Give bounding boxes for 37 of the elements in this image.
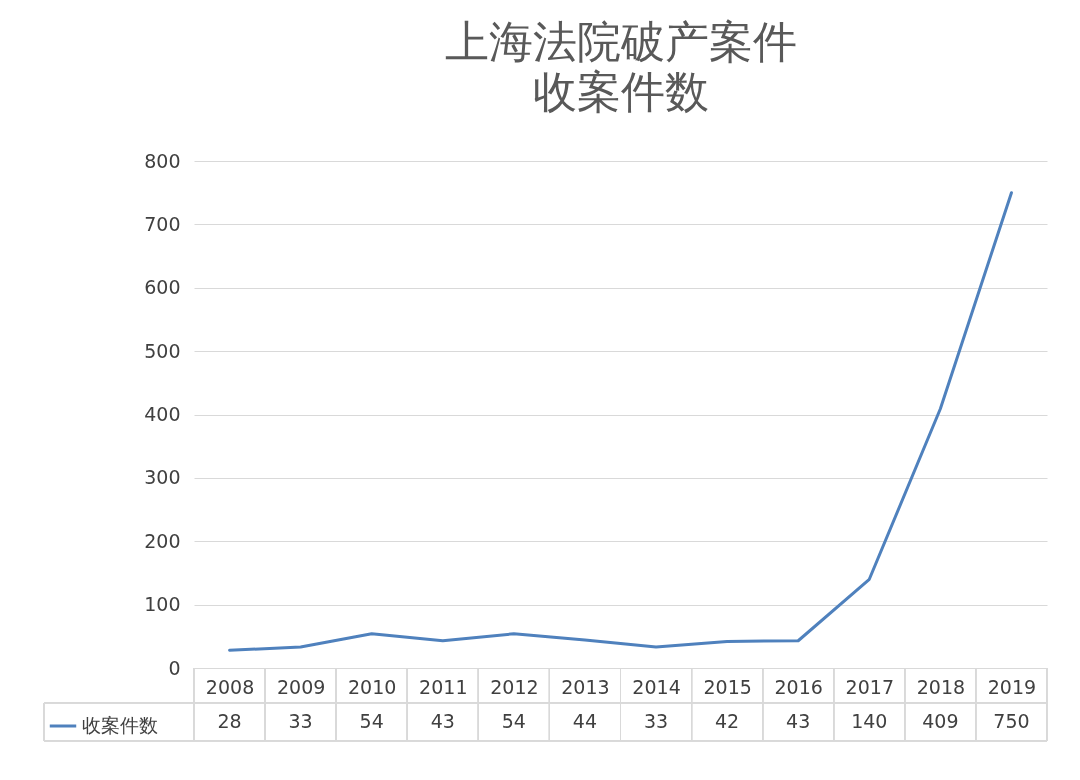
y-tick-label: 700 <box>144 212 181 235</box>
data-label: 33 <box>643 710 669 732</box>
x-tick-label: 2012 <box>490 675 539 698</box>
x-tick-label: 2008 <box>205 675 255 698</box>
y-tick-label: 600 <box>144 276 181 299</box>
chart-subtitle: 收案件数 <box>532 66 709 117</box>
y-tick-label: 200 <box>144 529 181 552</box>
x-tick-label: 2015 <box>703 675 752 698</box>
data-label: 43 <box>786 710 811 732</box>
line-series <box>228 191 1013 652</box>
y-tick-label: 800 <box>144 149 181 172</box>
data-label: 44 <box>572 710 598 732</box>
data-label: 43 <box>430 710 455 732</box>
x-tick-label: 2018 <box>916 675 966 698</box>
y-tick-label: 500 <box>144 339 181 362</box>
y-tick-label: 0 <box>168 656 181 679</box>
data-label: 33 <box>288 710 313 732</box>
chart-title: 上海法院破产案件 <box>444 16 797 67</box>
x-tick-label: 2016 <box>774 675 823 698</box>
data-label: 750 <box>993 710 1030 732</box>
x-tick-label: 2013 <box>561 675 610 698</box>
y-tick-label: 300 <box>144 466 181 489</box>
x-tick-label: 2010 <box>348 675 397 698</box>
x-tick-label: 2009 <box>276 675 326 698</box>
data-label: 140 <box>851 710 888 732</box>
data-label: 409 <box>922 710 959 732</box>
data-label: 54 <box>501 710 526 732</box>
data-label: 54 <box>359 710 384 732</box>
y-tick-label: 400 <box>144 403 181 425</box>
data-label: 28 <box>217 710 242 732</box>
data-label: 42 <box>715 710 740 732</box>
legend-label: 收案件数 <box>82 714 158 736</box>
x-tick-label: 2011 <box>419 675 468 698</box>
x-tick-label: 2017 <box>845 675 894 698</box>
x-tick-label: 2014 <box>632 675 681 698</box>
y-tick-label: 100 <box>144 593 181 616</box>
x-tick-label: 2019 <box>987 675 1037 698</box>
